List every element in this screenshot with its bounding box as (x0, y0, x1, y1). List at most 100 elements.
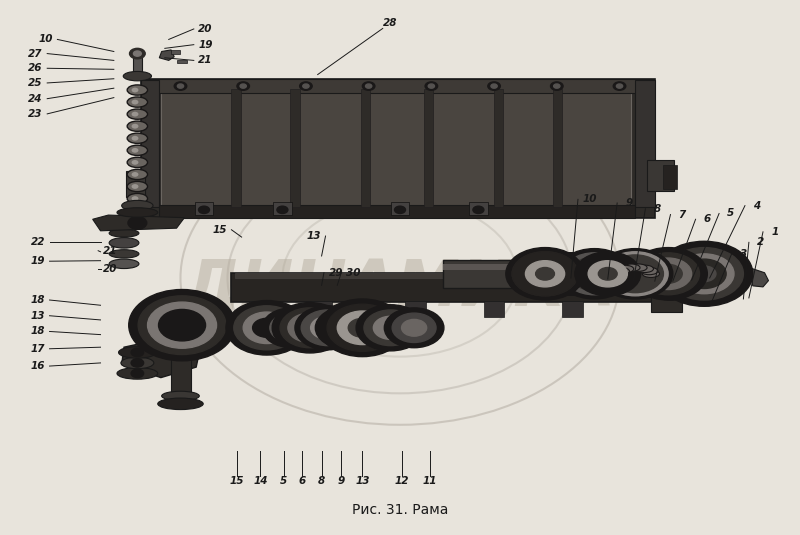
Ellipse shape (109, 229, 139, 237)
Text: 4: 4 (753, 201, 760, 211)
Circle shape (658, 279, 682, 295)
Circle shape (262, 308, 322, 348)
Circle shape (253, 318, 281, 337)
Circle shape (158, 309, 206, 341)
Circle shape (570, 257, 619, 291)
Ellipse shape (131, 160, 138, 165)
Circle shape (588, 261, 627, 287)
Text: 7: 7 (678, 210, 686, 219)
Ellipse shape (131, 172, 138, 177)
Bar (562, 301, 582, 317)
Bar (469, 202, 488, 215)
Circle shape (323, 312, 370, 343)
Circle shape (356, 305, 425, 351)
Circle shape (131, 359, 144, 367)
Text: 18: 18 (30, 295, 45, 305)
Circle shape (128, 217, 146, 229)
Text: Рис. 31. Рама: Рис. 31. Рама (352, 503, 448, 517)
Polygon shape (159, 50, 174, 60)
Bar (423, 89, 433, 207)
Bar (171, 50, 181, 54)
Text: 11: 11 (422, 476, 437, 486)
Text: 24: 24 (28, 94, 42, 104)
Ellipse shape (127, 133, 147, 143)
Circle shape (298, 320, 322, 335)
Text: 17: 17 (30, 344, 45, 354)
Circle shape (364, 310, 418, 346)
Text: 20: 20 (102, 264, 117, 273)
Text: 6: 6 (704, 214, 711, 224)
Bar (231, 89, 241, 207)
Ellipse shape (121, 357, 154, 369)
Bar (178, 60, 186, 63)
Bar (651, 262, 682, 312)
Ellipse shape (131, 196, 138, 201)
Circle shape (315, 307, 378, 349)
Circle shape (147, 302, 217, 348)
Text: 15: 15 (230, 476, 244, 486)
Ellipse shape (109, 238, 139, 248)
Text: 12: 12 (394, 476, 409, 486)
Circle shape (550, 82, 563, 90)
Text: 14: 14 (253, 476, 268, 486)
Text: 8: 8 (654, 204, 661, 214)
Text: 21: 21 (102, 246, 117, 256)
Circle shape (506, 248, 584, 300)
Circle shape (473, 206, 484, 213)
Bar (635, 80, 655, 207)
Circle shape (130, 48, 146, 59)
Ellipse shape (131, 100, 138, 104)
Bar (133, 55, 142, 73)
Ellipse shape (612, 268, 630, 275)
Bar (290, 89, 300, 207)
Circle shape (682, 259, 726, 288)
Bar (142, 79, 654, 218)
Circle shape (234, 306, 300, 350)
Bar (273, 202, 292, 215)
Text: 30: 30 (346, 268, 360, 278)
Circle shape (348, 318, 377, 337)
Text: 25: 25 (28, 78, 42, 88)
Circle shape (425, 82, 438, 90)
Ellipse shape (127, 109, 147, 119)
Ellipse shape (117, 368, 158, 379)
Polygon shape (122, 338, 200, 378)
Circle shape (178, 84, 184, 88)
Ellipse shape (127, 194, 147, 204)
Text: 18: 18 (30, 326, 45, 337)
Ellipse shape (127, 169, 147, 180)
Ellipse shape (162, 391, 199, 401)
Circle shape (366, 84, 372, 88)
Text: 13: 13 (306, 231, 321, 241)
Circle shape (557, 249, 632, 299)
Circle shape (693, 266, 716, 281)
Bar (235, 273, 654, 278)
Circle shape (226, 301, 307, 355)
Circle shape (674, 254, 734, 294)
Text: 5: 5 (280, 476, 287, 486)
Ellipse shape (123, 71, 151, 81)
Circle shape (237, 82, 250, 90)
Circle shape (575, 252, 641, 296)
Text: 6: 6 (298, 476, 306, 486)
Ellipse shape (131, 124, 138, 128)
Text: 26: 26 (28, 63, 42, 73)
Text: 13: 13 (30, 311, 45, 321)
Text: 28: 28 (383, 18, 398, 28)
Bar (390, 202, 410, 215)
Ellipse shape (641, 268, 658, 274)
Circle shape (607, 255, 663, 293)
Ellipse shape (158, 398, 203, 410)
Bar (311, 301, 332, 317)
Circle shape (327, 304, 398, 351)
Text: 16: 16 (30, 361, 45, 371)
Circle shape (563, 253, 626, 295)
Circle shape (428, 84, 434, 88)
Circle shape (392, 313, 436, 342)
Circle shape (174, 82, 186, 90)
Ellipse shape (122, 201, 153, 211)
Polygon shape (93, 215, 184, 231)
Ellipse shape (617, 265, 634, 273)
Ellipse shape (642, 270, 659, 278)
Circle shape (138, 296, 226, 355)
